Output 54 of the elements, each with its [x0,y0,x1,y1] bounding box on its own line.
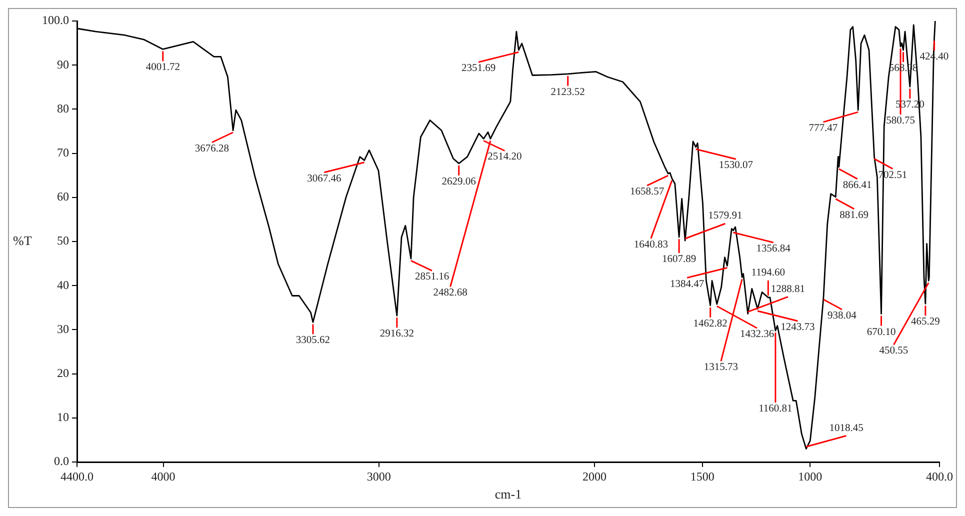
annotation: 777.47 [808,123,838,134]
y-tick-label: 70 [57,145,69,160]
y-tick-label: 30 [57,322,69,336]
annotation: 4001.72 [146,62,180,74]
y-tick-label: 10 [57,410,69,424]
y-tick-label: 20 [57,366,69,380]
annotation: 2123.52 [550,86,585,98]
x-tick-label: 1000 [798,469,822,484]
annotation: 1530.07 [718,160,754,172]
annotation: 3067.46 [307,173,342,184]
annotation: 1288.81 [770,284,806,295]
y-tick-label: 50 [57,234,69,248]
annotation: 881.69 [840,210,869,221]
annotation: 2482.68 [433,288,468,299]
x-axis-title: cm-1 [494,486,522,502]
annotation: 450.55 [879,346,908,357]
y-tick-label: 100.0 [42,13,69,28]
annotation: 1018.45 [829,422,864,434]
annotation: 1607.89 [662,254,696,266]
annotation: 1194.60 [751,268,786,279]
annotation: 2351.69 [461,63,496,74]
y-tick-label: 0.0 [54,454,69,468]
y-axis-title: %T [13,232,32,248]
annotation: 2916.32 [380,328,414,340]
x-tick-label: 1500 [690,469,714,484]
annotation: 1243.73 [780,322,815,333]
y-tick-label: 80 [57,101,69,116]
annotation: 3676.28 [194,143,230,154]
annotation: 580.75 [886,116,915,127]
annotation: 1432.36 [740,329,774,340]
annotation: 2514.20 [488,152,522,163]
y-tick-label: 60 [57,190,69,204]
annotation: 1160.81 [758,404,792,415]
x-tick-label: 2000 [582,469,606,484]
annotation: 866.41 [842,180,872,191]
x-tick-label: 4000 [151,469,176,484]
annotation: 465.29 [910,316,940,328]
annotation: 1640.83 [634,239,668,250]
annotation: 2851.16 [414,272,450,283]
y-tick-label: 90 [57,57,69,72]
annotation: 1658.57 [630,186,664,198]
annotation: 938.04 [827,310,858,322]
annotation: 1384.47 [670,278,704,290]
x-tick-label: 400.0 [926,469,953,484]
annotation: 3305.62 [296,335,330,346]
annotation: 1579.91 [708,210,742,222]
annotation: 1315.73 [704,362,738,374]
annotation: 1462.82 [693,318,728,330]
annotation: 2629.06 [442,176,476,188]
annotation: 1356.84 [756,243,792,254]
x-tick-label: 3000 [366,469,391,484]
annotation: 670.10 [866,326,896,338]
x-tick-label: 4400.0 [60,469,94,484]
y-tick-label: 40 [57,278,69,292]
